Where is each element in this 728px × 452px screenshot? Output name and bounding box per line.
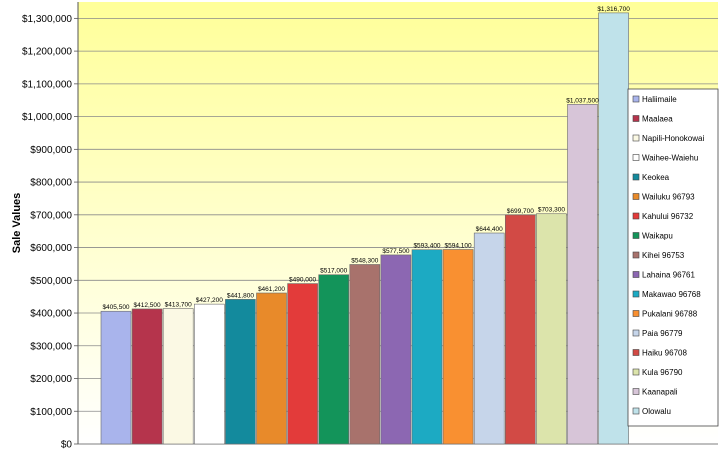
legend-entry: Waihee-Waiehu	[642, 154, 698, 163]
legend-entry: Napili-Honokowai	[642, 134, 704, 143]
bar-value-label: $461,200	[258, 286, 285, 293]
legend-entry: Kaanapali	[642, 388, 678, 397]
legend-entry: Maalaea	[642, 115, 673, 124]
bar-value-label: $441,800	[227, 292, 254, 299]
legend-entry: Makawao 96768	[642, 290, 701, 299]
legend-entry: Keokea	[642, 173, 670, 182]
legend-swatch	[632, 251, 640, 259]
bar	[442, 249, 474, 445]
bar	[504, 214, 536, 445]
legend-swatch	[632, 310, 640, 317]
bar	[411, 249, 443, 445]
bar-value-label: $413,700	[165, 302, 192, 309]
y-axis: $0 $100,000 $200,000 $300,000 $400,000 $500,0…	[22, 2, 79, 451]
legend-entry: Kahului 96732	[642, 212, 694, 221]
bar	[287, 283, 318, 445]
bar-value-label: $405,500	[102, 304, 129, 311]
legend-entry: Haliimaile	[642, 95, 677, 104]
bar-value-label: $517,000	[320, 268, 347, 275]
legend-swatch	[632, 173, 640, 181]
bar-value-label: $1,316,700	[597, 6, 630, 13]
legend-swatch	[632, 349, 640, 356]
legend-entry: Haiku 96708	[642, 349, 687, 358]
y-tick-label: $100,000	[30, 407, 72, 418]
bar-value-label: $699,700	[507, 208, 534, 215]
y-axis-label: Sale Values	[11, 193, 23, 254]
legend-swatch	[632, 115, 640, 122]
bar-value-label: $644,400	[476, 226, 503, 233]
bar-value-label: $703,300	[538, 207, 565, 214]
legend-entry: Kihei 96753	[642, 251, 685, 260]
bar	[194, 303, 225, 445]
legend-swatch	[632, 388, 640, 395]
bar	[256, 292, 287, 445]
legend-box	[627, 88, 719, 427]
legend-entry: Kula 96790	[642, 368, 683, 377]
bar-value-label: $594,100	[445, 242, 472, 249]
legend: Haliimaile Maalaea Napili-Honokowai Waihee-…	[627, 88, 719, 427]
bar	[473, 232, 505, 445]
legend-entry: Paia 96779	[642, 329, 683, 338]
legend-swatch	[632, 368, 640, 376]
bar	[380, 254, 412, 445]
bar	[100, 310, 132, 445]
y-tick-label: $700,000	[30, 210, 72, 221]
data-labels: $405,500 $412,500 $413,700 $427,200 $441,800…	[102, 6, 630, 311]
y-tick-label: $1,200,000	[22, 47, 72, 58]
legend-swatch	[632, 212, 640, 220]
bar	[598, 12, 629, 445]
y-tick-label: $1,100,000	[22, 79, 72, 90]
bar-value-label: $593,400	[413, 243, 440, 250]
bar	[225, 299, 256, 445]
legend-swatch	[632, 232, 640, 239]
bar	[567, 104, 598, 445]
bars	[100, 12, 629, 445]
legend-swatch	[632, 154, 640, 161]
legend-swatch	[632, 407, 640, 415]
bar-value-label: $490,000	[289, 277, 316, 284]
y-tick-label: $200,000	[30, 374, 72, 385]
legend-entry: Lahaina 96761	[642, 271, 695, 280]
legend-swatch	[632, 134, 640, 142]
legend-swatch	[632, 329, 640, 337]
y-tick-label: $500,000	[30, 276, 72, 287]
bar-value-label: $577,500	[382, 248, 409, 255]
legend-entry: Olowalu	[642, 407, 671, 416]
legend-entry: Wailuku 96793	[642, 193, 695, 202]
bar-value-label: $427,200	[196, 297, 223, 304]
legend-swatch	[632, 290, 640, 298]
bar-value-label: $1,037,500	[566, 97, 599, 104]
legend-entry: Pukalani 96788	[642, 310, 698, 319]
y-tick-label: $400,000	[30, 309, 72, 320]
bar-value-label: $548,300	[351, 257, 378, 264]
bar	[536, 213, 567, 445]
y-tick-label: $600,000	[30, 243, 72, 254]
y-tick-label: $900,000	[30, 145, 72, 156]
y-tick-label: $0	[61, 440, 73, 451]
legend-entry: Waikapu	[642, 232, 673, 241]
bar-value-label: $412,500	[134, 302, 161, 309]
bar	[349, 264, 381, 445]
y-tick-label: $1,000,000	[22, 112, 72, 123]
legend-swatch	[632, 193, 640, 200]
y-tick-label: $800,000	[30, 178, 72, 189]
legend-swatch	[632, 95, 640, 103]
y-tick-label: $300,000	[30, 341, 72, 352]
bar	[131, 308, 163, 445]
legend-swatch	[632, 271, 640, 278]
y-tick-label: $1,300,000	[22, 14, 72, 25]
bar	[318, 274, 350, 445]
bar	[162, 308, 194, 445]
